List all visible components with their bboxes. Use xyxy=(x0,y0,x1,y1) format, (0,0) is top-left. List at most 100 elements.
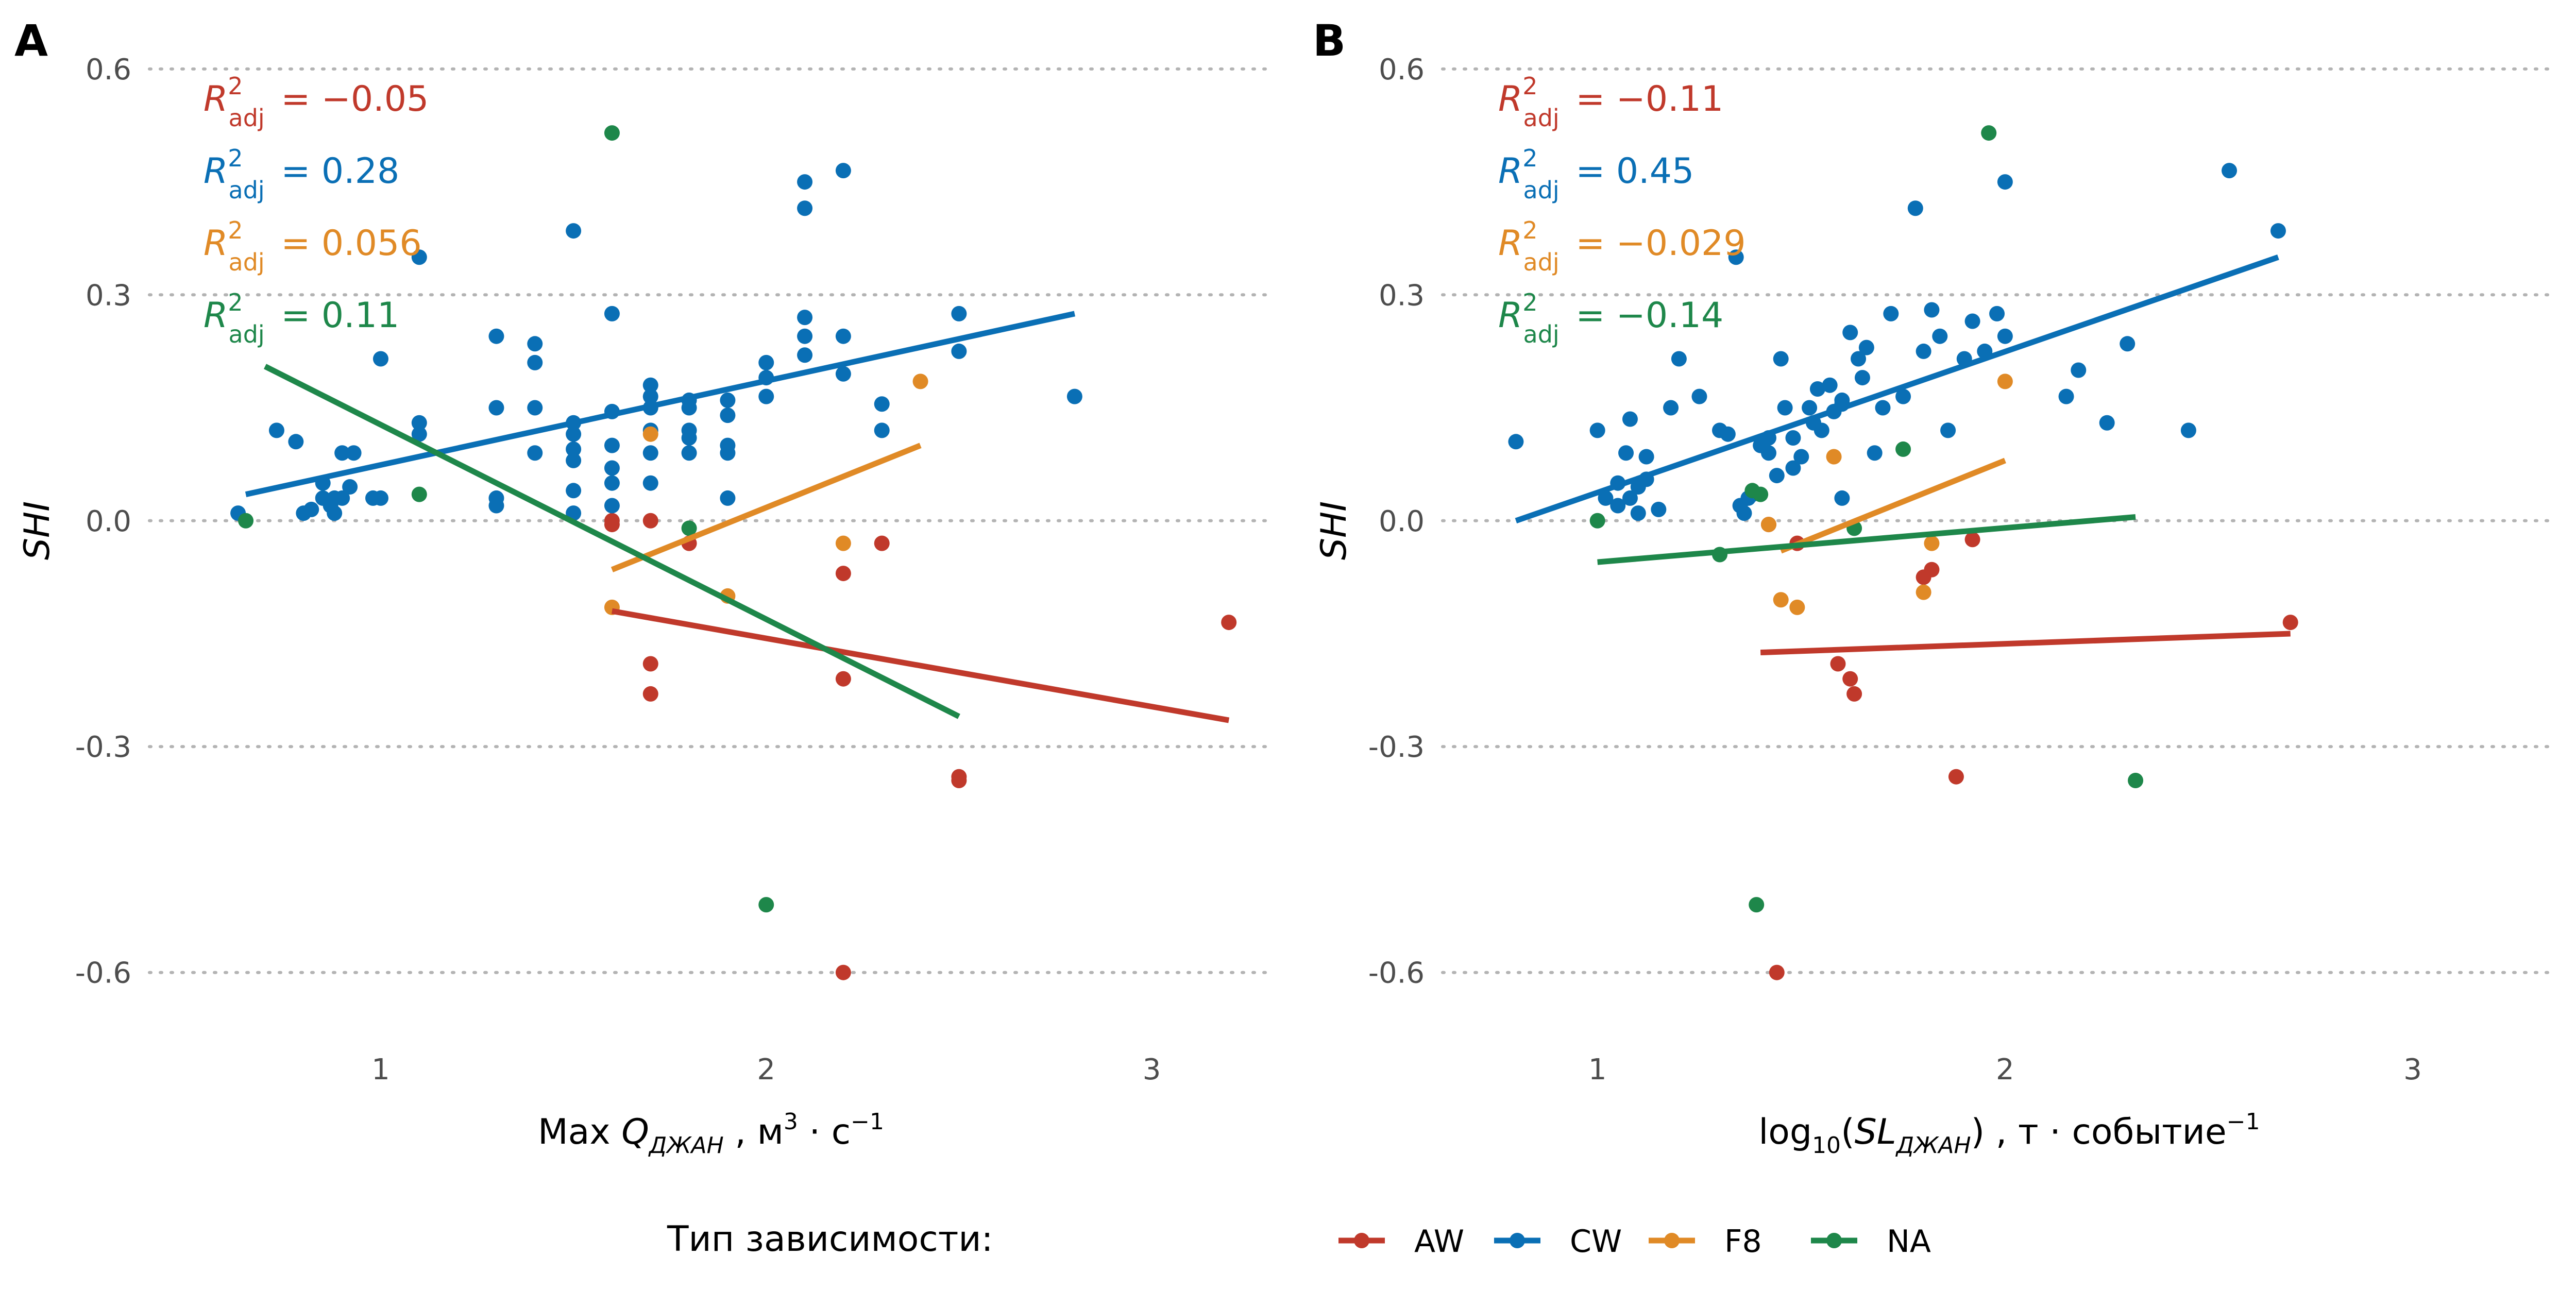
point-a-cw-65 xyxy=(835,163,851,179)
point-b-cw-5 xyxy=(1618,445,1634,461)
point-a-cw-67 xyxy=(835,366,851,382)
point-b-cw-26 xyxy=(1769,468,1785,484)
legend-title: Тип зависимости: xyxy=(667,1219,993,1260)
point-a-aw-5 xyxy=(642,686,658,702)
point-b-na-8 xyxy=(2128,773,2144,788)
point-a-cw-60 xyxy=(797,174,813,190)
point-a-cw-42 xyxy=(642,388,658,404)
x-tick-label-b-1: 2 xyxy=(1996,1053,2014,1087)
point-b-cw-17 xyxy=(1720,426,1736,442)
point-b-f8-0 xyxy=(1760,517,1776,533)
point-b-aw-7 xyxy=(1948,769,1964,785)
y-tick-label-a-3: -0.3 xyxy=(75,731,131,764)
point-b-cw-46 xyxy=(1875,400,1891,416)
point-b-cw-59 xyxy=(1997,328,2013,344)
point-a-aw-4 xyxy=(642,656,658,672)
point-a-cw-56 xyxy=(720,490,736,506)
point-a-cw-32 xyxy=(566,452,582,468)
point-b-cw-27 xyxy=(1773,351,1789,367)
legend-label-cw: CW xyxy=(1570,1224,1622,1260)
point-b-na-6 xyxy=(1895,441,1911,457)
point-a-cw-12 xyxy=(342,479,358,495)
point-b-cw-34 xyxy=(1809,381,1825,397)
point-b-aw-4 xyxy=(1846,686,1862,702)
point-a-cw-51 xyxy=(681,445,697,461)
point-b-cw-44 xyxy=(1858,340,1874,355)
point-b-cw-57 xyxy=(1989,305,2005,321)
fit-line-a-f8 xyxy=(611,443,922,572)
x-axis-title-a: Max QДЖАН , м3 · с−1 xyxy=(538,1109,884,1159)
point-b-aw-2 xyxy=(1830,656,1846,672)
y-tick-label-a-2: 0.0 xyxy=(86,505,131,538)
point-b-cw-60 xyxy=(2058,388,2074,404)
point-a-cw-27 xyxy=(527,445,543,461)
point-a-cw-46 xyxy=(642,475,658,491)
point-a-aw-11 xyxy=(835,964,851,980)
point-b-cw-50 xyxy=(1916,343,1931,359)
point-b-cw-41 xyxy=(1842,325,1858,341)
fit-line-a-cw xyxy=(245,311,1076,497)
point-a-cw-63 xyxy=(797,328,813,344)
point-b-cw-49 xyxy=(1907,200,1923,216)
point-b-cw-29 xyxy=(1785,430,1801,446)
point-a-aw-12 xyxy=(1221,615,1237,631)
x-tick-label-b-0: 1 xyxy=(1588,1053,1607,1087)
fit-line-b-f8 xyxy=(1780,457,2006,554)
legend-label-na: NA xyxy=(1887,1224,1931,1260)
r2-label-b-aw: R2 adj = −0.11 xyxy=(1498,72,1723,132)
panel-tag-a: A xyxy=(14,15,48,66)
point-b-cw-63 xyxy=(2120,336,2136,352)
point-b-cw-35 xyxy=(1814,422,1829,438)
y-tick-label-b-3: -0.3 xyxy=(1368,731,1425,764)
point-a-cw-57 xyxy=(758,354,774,370)
point-b-cw-12 xyxy=(1651,501,1667,517)
legend-item-na: NA xyxy=(1811,1224,1931,1260)
point-b-aw-3 xyxy=(1842,671,1858,687)
point-b-cw-36 xyxy=(1822,377,1838,393)
point-a-cw-69 xyxy=(874,422,890,438)
r2-label-a-f8: R2 adj = 0.056 xyxy=(204,216,422,276)
point-a-cw-17 xyxy=(411,415,427,431)
point-b-cw-65 xyxy=(2222,163,2238,179)
point-b-cw-55 xyxy=(1964,313,1980,329)
legend: Тип зависимости: AW CW F8 NA xyxy=(667,1219,1931,1260)
fit-line-b-na xyxy=(1597,514,2136,565)
point-a-cw-31 xyxy=(566,441,582,457)
point-b-cw-47 xyxy=(1883,305,1899,321)
point-b-cw-62 xyxy=(2099,415,2115,431)
r2-label-b-cw: R2 adj = 0.45 xyxy=(1498,144,1694,204)
point-a-cw-18 xyxy=(411,426,427,442)
point-b-cw-0 xyxy=(1508,434,1524,450)
point-a-cw-28 xyxy=(566,223,582,239)
legend-dot-na xyxy=(1826,1233,1842,1248)
point-b-cw-18 xyxy=(1728,249,1744,265)
point-a-cw-45 xyxy=(642,445,658,461)
point-b-cw-40 xyxy=(1834,490,1850,506)
point-a-aw-7 xyxy=(874,535,890,551)
point-b-aw-6 xyxy=(1924,562,1940,578)
r2-label-b-na: R2 adj = −0.14 xyxy=(1498,288,1723,348)
point-a-aw-6 xyxy=(835,566,851,582)
point-b-na-0 xyxy=(1589,513,1605,529)
point-a-cw-39 xyxy=(604,475,620,491)
y-tick-label-a-4: -0.6 xyxy=(75,957,131,990)
point-b-na-3 xyxy=(1753,486,1769,502)
legend-label-f8: F8 xyxy=(1724,1224,1762,1260)
point-b-f8-1 xyxy=(1773,592,1789,608)
point-a-cw-59 xyxy=(758,388,774,404)
point-a-cw-64 xyxy=(797,347,813,363)
y-tick-label-a-0: 0.6 xyxy=(86,53,131,87)
point-a-cw-21 xyxy=(488,400,504,416)
point-a-cw-11 xyxy=(334,490,350,506)
point-a-aw-1 xyxy=(604,517,620,533)
point-a-na-3 xyxy=(681,520,697,536)
x-axis-title-b: log10(SLДЖАН) , т · событие−1 xyxy=(1758,1109,2260,1159)
point-a-cw-52 xyxy=(720,392,736,408)
point-b-cw-51 xyxy=(1924,302,1940,318)
point-b-cw-15 xyxy=(1691,388,1707,404)
y-axis-title-b: SHI xyxy=(1314,501,1354,560)
point-b-cw-14 xyxy=(1671,351,1687,367)
point-b-cw-4 xyxy=(1610,498,1626,514)
point-a-cw-13 xyxy=(346,445,362,461)
x-tick-label-a-2: 3 xyxy=(1143,1053,1161,1087)
